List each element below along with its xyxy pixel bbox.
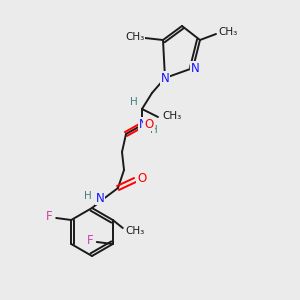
Text: CH₃: CH₃ [162, 111, 181, 121]
Text: F: F [86, 235, 93, 248]
Text: CH₃: CH₃ [218, 27, 238, 37]
Text: CH₃: CH₃ [125, 226, 144, 236]
Text: N: N [139, 118, 147, 130]
Text: O: O [137, 172, 147, 185]
Text: N: N [160, 71, 169, 85]
Text: F: F [46, 211, 52, 224]
Text: CH₃: CH₃ [125, 32, 145, 42]
Text: H: H [130, 97, 138, 107]
Text: H: H [150, 125, 158, 135]
Text: H: H [84, 191, 92, 201]
Text: O: O [144, 118, 154, 130]
Text: N: N [96, 191, 104, 205]
Text: N: N [190, 61, 200, 74]
